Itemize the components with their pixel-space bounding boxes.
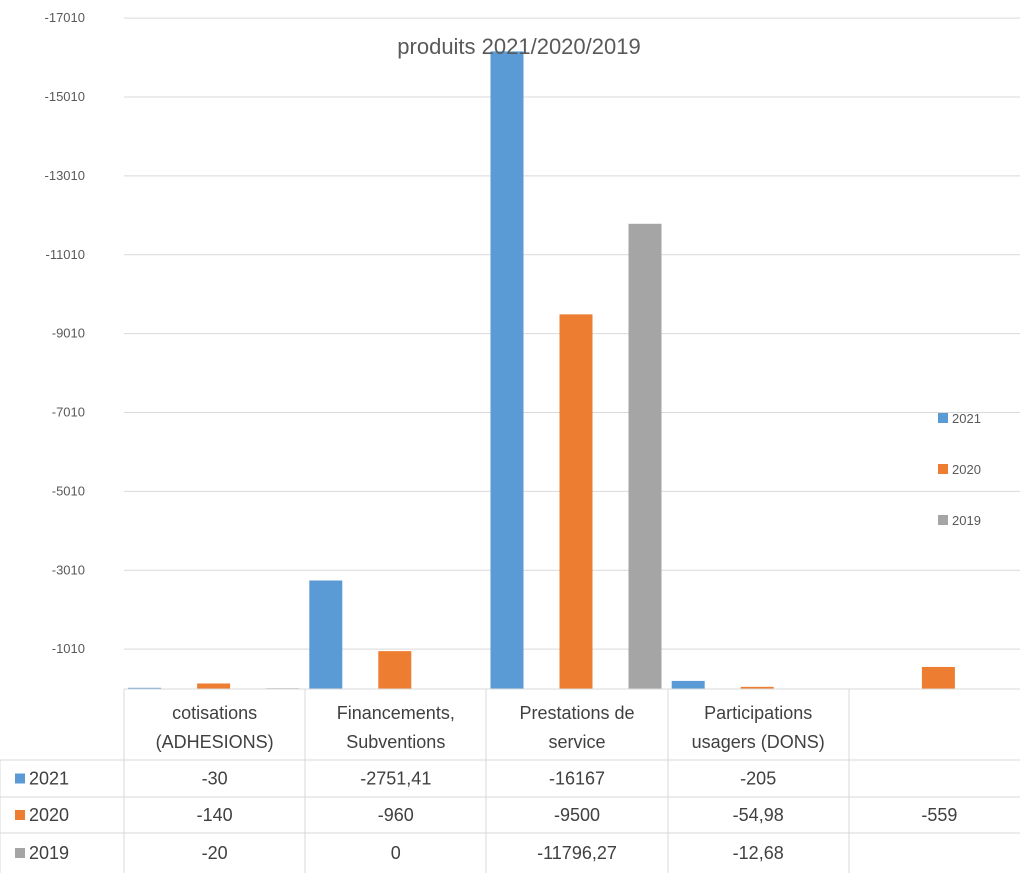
row-swatch-2020	[15, 810, 25, 820]
data-label: -9500	[554, 805, 600, 825]
bar-2020-3	[740, 686, 774, 689]
data-label: -2751,41	[360, 769, 431, 789]
y-tick-label: -11010	[45, 247, 85, 262]
row-label-2021: 2021	[29, 769, 69, 789]
bar-2021-2	[490, 51, 524, 689]
row-swatch-2019	[15, 848, 25, 858]
y-tick-label: -9010	[52, 326, 85, 341]
legend-label-2019: 2019	[952, 513, 981, 528]
bars	[128, 51, 955, 689]
data-label: -140	[197, 805, 233, 825]
bar-2019-2	[628, 223, 662, 689]
data-table: cotisations (ADHESIONS) Financements, Subve…	[0, 688, 1020, 873]
bar-2020-1	[378, 651, 412, 689]
y-tick-label: -7010	[52, 405, 85, 420]
y-tick-label: -13010	[45, 168, 85, 183]
data-label: -559	[921, 805, 957, 825]
data-label: 0	[391, 843, 401, 863]
chart-title: produits 2021/2020/2019	[397, 34, 640, 59]
legend-label-2021: 2021	[952, 411, 981, 426]
data-label: -11796,27	[537, 843, 617, 863]
bar-2020-4	[921, 666, 955, 689]
legend: 2021 2020 2019	[938, 411, 981, 528]
category-label: Subventions	[346, 732, 445, 752]
category-label: Prestations de	[519, 703, 634, 723]
legend-label-2020: 2020	[952, 462, 981, 477]
legend-swatch-2021	[938, 413, 948, 423]
y-tick-label: -17010	[45, 10, 85, 25]
category-label: service	[548, 732, 605, 752]
category-label: Financements,	[337, 703, 455, 723]
y-tick-label: -3010	[52, 562, 85, 577]
row-label-2019: 2019	[29, 843, 69, 863]
y-tick-label: -15010	[45, 89, 85, 104]
data-label: -16167	[549, 769, 605, 789]
y-tick-label: -5010	[52, 483, 85, 498]
category-label: usagers (DONS)	[692, 732, 825, 752]
legend-swatch-2020	[938, 464, 948, 474]
y-axis-ticks: -17010 -15010 -13010 -11010 -9010 -7010 -5010 -…	[45, 10, 85, 656]
data-label: -205	[740, 769, 776, 789]
category-label: (ADHESIONS)	[156, 732, 274, 752]
y-tick-label: -1010	[52, 641, 85, 656]
data-label: -12,68	[733, 843, 784, 863]
data-label: -54,98	[733, 805, 784, 825]
row-swatch-2021	[15, 773, 25, 784]
bar-2021-0	[128, 687, 162, 689]
row-label-2020: 2020	[29, 805, 69, 825]
bar-2021-1	[309, 580, 343, 689]
bar-2020-2	[559, 314, 593, 689]
bar-2020-0	[197, 683, 231, 689]
data-label: -960	[378, 805, 414, 825]
bar-2021-3	[671, 680, 705, 689]
legend-swatch-2019	[938, 515, 948, 525]
data-label: -20	[202, 843, 228, 863]
category-label: Participations	[704, 703, 812, 723]
data-label: -30	[202, 769, 228, 789]
category-label: cotisations	[172, 703, 257, 723]
